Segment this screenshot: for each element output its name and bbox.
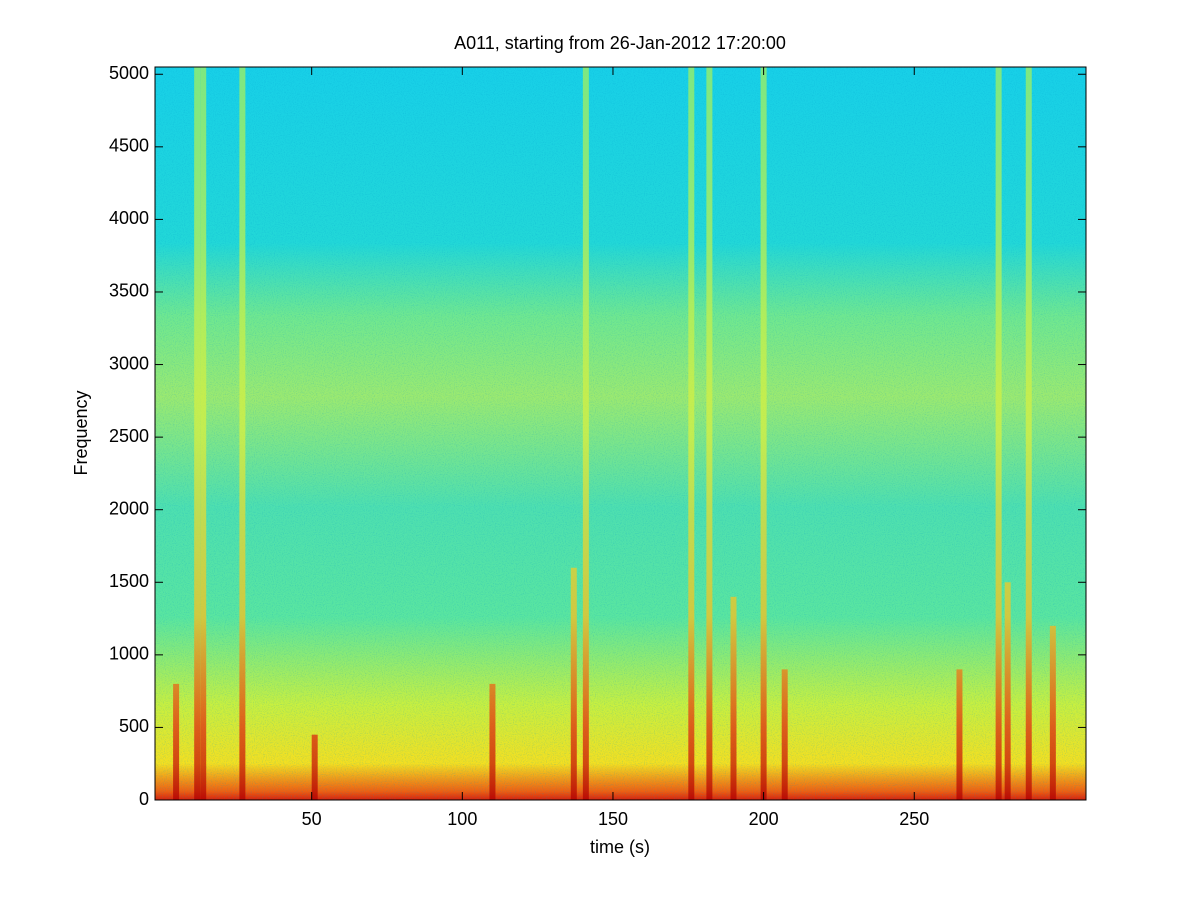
y-tick-label: 0 bbox=[139, 789, 149, 809]
x-tick-label: 150 bbox=[598, 809, 628, 829]
x-tick-label: 100 bbox=[447, 809, 477, 829]
burst-streak bbox=[760, 67, 767, 800]
x-axis-label: time (s) bbox=[590, 837, 650, 857]
y-tick-label: 2500 bbox=[109, 426, 149, 446]
plot-frame bbox=[154, 66, 1087, 801]
burst-streak bbox=[956, 669, 963, 800]
burst-streak bbox=[1025, 67, 1032, 800]
y-tick-label: 3000 bbox=[109, 353, 149, 373]
burst-streak bbox=[239, 67, 246, 800]
burst-streak bbox=[311, 734, 318, 800]
x-tick-label: 250 bbox=[899, 809, 929, 829]
y-tick-label: 3500 bbox=[109, 281, 149, 301]
burst-streak bbox=[194, 67, 201, 800]
burst-streak bbox=[730, 596, 737, 800]
burst-streak bbox=[1004, 582, 1011, 800]
burst-streak bbox=[489, 683, 496, 800]
burst-streak bbox=[706, 67, 713, 800]
burst-streak bbox=[688, 67, 695, 800]
y-tick-label: 2000 bbox=[109, 498, 149, 518]
y-tick-label: 4000 bbox=[109, 208, 149, 228]
burst-streak bbox=[570, 567, 577, 800]
burst-streak bbox=[995, 67, 1002, 800]
burst-streak bbox=[582, 67, 589, 800]
x-tick-label: 50 bbox=[302, 809, 322, 829]
y-tick-label: 4500 bbox=[109, 136, 149, 156]
y-tick-label: 1500 bbox=[109, 571, 149, 591]
burst-streak bbox=[781, 669, 788, 800]
y-axis-label: Frequency bbox=[71, 390, 91, 475]
y-tick-label: 1000 bbox=[109, 644, 149, 664]
x-tick-label: 200 bbox=[749, 809, 779, 829]
y-tick-label: 500 bbox=[119, 716, 149, 736]
burst-streak bbox=[1049, 625, 1056, 800]
burst-streak bbox=[200, 67, 207, 800]
y-tick-label: 5000 bbox=[109, 63, 149, 83]
noise-texture bbox=[155, 67, 1086, 800]
burst-streak bbox=[173, 683, 180, 800]
chart-title: A011, starting from 26-Jan-2012 17:20:00 bbox=[454, 33, 786, 53]
